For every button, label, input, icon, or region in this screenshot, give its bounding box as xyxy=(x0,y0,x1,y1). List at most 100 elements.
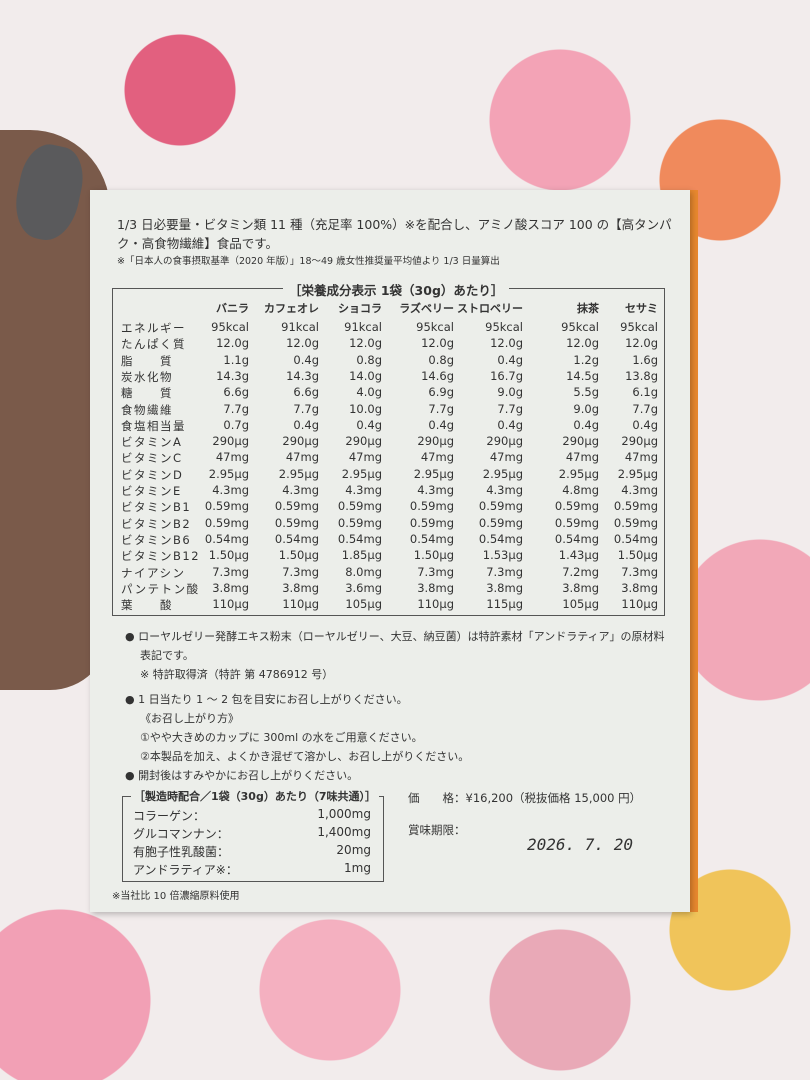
nutrient-value: 0.54mg xyxy=(613,531,658,546)
note-line: ● 1 日当たり 1 〜 2 包を目安にお召し上がりください。 xyxy=(125,693,408,706)
nutrient-value: 1.50μg xyxy=(617,548,658,563)
formulation-title: ［製造時配合／1袋（30g）あたり（7味共通）］ xyxy=(131,788,379,804)
nutrient-value: 0.4g xyxy=(293,352,319,367)
note-line: 表記です。 xyxy=(140,649,194,662)
nutrient-value: 9.0g xyxy=(573,401,599,416)
expiry-date: 2026. 7. 20 xyxy=(527,835,633,854)
nutrient-value: 4.3mg xyxy=(486,483,523,497)
nutrient-value: 2.95μg xyxy=(208,466,249,481)
nutrient-label: ビタミンA xyxy=(121,435,183,450)
nutrient-value: 0.59mg xyxy=(478,499,523,514)
nutrient-value: 13.8g xyxy=(625,368,658,383)
formulation-label: コラーゲン： xyxy=(133,809,206,823)
nutrition-row: ビタミンA 290μg 290μg 290μg 290μg 290μg 290μg 290μg xyxy=(113,434,664,451)
nutrient-value: 4.0g xyxy=(356,385,382,400)
note-line: ①やや大きめのカップに 300ml の水をご用意ください。 xyxy=(140,731,423,744)
nutrient-label: 糖 質 xyxy=(121,386,173,401)
nutrient-value: 14.3g xyxy=(216,368,249,383)
nutrient-value: 1.2g xyxy=(573,352,599,367)
nutrient-value: 47mg xyxy=(285,450,319,465)
nutrient-value: 0.54mg xyxy=(478,531,523,546)
nutrient-label: ビタミンC xyxy=(121,451,183,466)
nutrient-value: 12.0g xyxy=(421,336,454,351)
formulation-label: アンドラティア※： xyxy=(133,863,238,877)
nutrient-value: 110μg xyxy=(417,597,454,612)
nutrition-row: ビタミンB1 0.59mg 0.59mg 0.59mg 0.59mg 0.59mg 0.59… xyxy=(113,499,664,516)
nutrient-value: 7.2mg xyxy=(562,564,599,579)
nutrient-value: 0.59mg xyxy=(337,515,382,530)
nutrient-value: 14.6g xyxy=(421,368,454,383)
nutrient-value: 1.43μg xyxy=(558,548,599,563)
nutrition-row: 炭水化物 14.3g 14.3g 14.0g 14.6g 16.7g 14.5g 13.8g xyxy=(113,369,664,386)
nutrient-value: 95kcal xyxy=(485,320,523,334)
nutrient-value: 290μg xyxy=(282,434,319,449)
flavor-header: 抹茶 xyxy=(577,302,599,315)
nutrient-value: 0.59mg xyxy=(204,499,249,514)
flavor-header: カフェオレ xyxy=(264,302,319,315)
nutrient-value: 0.59mg xyxy=(613,515,658,530)
nutrient-label: 食塩相当量 xyxy=(121,418,186,433)
nutrient-value: 14.3g xyxy=(286,368,319,383)
nutrient-value: 12.0g xyxy=(566,336,599,351)
nutrient-value: 91kcal xyxy=(281,320,319,334)
nutrient-value: 95kcal xyxy=(561,320,599,334)
nutrient-label: 葉 酸 xyxy=(121,598,173,613)
nutrient-value: 2.95μg xyxy=(617,466,658,481)
note-line: 《お召し上がり方》 xyxy=(140,712,239,725)
nutrient-value: 91kcal xyxy=(344,320,382,334)
nutrient-value: 2.95μg xyxy=(413,466,454,481)
flavor-header: ストロベリー xyxy=(457,302,523,315)
nutrient-value: 7.7g xyxy=(428,401,454,416)
nutrient-value: 6.9g xyxy=(428,385,454,400)
formulation-value: 1,400mg xyxy=(317,825,371,839)
nutrient-value: 7.3mg xyxy=(417,564,454,579)
nutrient-value: 6.6g xyxy=(293,385,319,400)
nutrient-value: 0.4g xyxy=(428,417,454,432)
nutrient-value: 0.59mg xyxy=(554,499,599,514)
formulation-footnote: ※当社比 10 倍濃縮原料使用 xyxy=(112,891,240,902)
nutrient-value: 12.0g xyxy=(349,336,382,351)
nutrient-value: 105μg xyxy=(562,597,599,612)
nutrient-value: 1.53μg xyxy=(482,548,523,563)
nutrient-value: 3.8mg xyxy=(621,580,658,595)
nutrient-value: 110μg xyxy=(282,597,319,612)
nutrient-value: 47mg xyxy=(348,450,382,465)
nutrient-value: 110μg xyxy=(212,597,249,612)
flavor-header: セサミ xyxy=(625,302,658,315)
nutrient-value: 7.7g xyxy=(293,401,319,416)
nutrient-value: 7.3mg xyxy=(282,564,319,579)
nutrient-value: 7.3mg xyxy=(486,564,523,579)
nutrition-row: たんぱく質 12.0g 12.0g 12.0g 12.0g 12.0g 12.0g 12.0g xyxy=(113,336,664,353)
nutrient-label: ビタミンB6 xyxy=(121,532,192,547)
nutrient-value: 3.8mg xyxy=(562,580,599,595)
formulation-row: コラーゲン： 1,000mg xyxy=(133,807,371,825)
nutrient-value: 4.3mg xyxy=(212,483,249,497)
formulation-box: ［製造時配合／1袋（30g）あたり（7味共通）］ コラーゲン： 1,000mg グ… xyxy=(122,788,384,882)
nutrition-row: 食塩相当量 0.7g 0.4g 0.4g 0.4g 0.4g 0.4g 0.4g xyxy=(113,418,664,435)
nutrient-value: 0.4g xyxy=(293,417,319,432)
nutrient-label: エネルギー xyxy=(121,321,186,335)
nutrient-label: ビタミンB12 xyxy=(121,549,201,564)
nutrient-value: 8.0mg xyxy=(345,564,382,579)
nutrient-value: 95kcal xyxy=(620,320,658,334)
nutrition-row: 糖 質 6.6g 6.6g 4.0g 6.9g 9.0g 5.5g 6.1g xyxy=(113,385,664,402)
nutrient-value: 3.8mg xyxy=(212,580,249,595)
nutrient-value: 0.59mg xyxy=(409,499,454,514)
nutrient-value: 2.95μg xyxy=(341,466,382,481)
nutrient-value: 290μg xyxy=(486,434,523,449)
product-box-panel: 1/3 日必要量・ビタミン類 11 種（充足率 100%）※を配合し、アミノ酸ス… xyxy=(90,190,690,912)
nutrition-row: ビタミンB12 1.50μg 1.50μg 1.85μg 1.50μg 1.53μg 1.4… xyxy=(113,548,664,565)
nutrition-row: ビタミンB6 0.54mg 0.54mg 0.54mg 0.54mg 0.54mg 0.54… xyxy=(113,532,664,549)
nutrition-row: 食物繊維 7.7g 7.7g 10.0g 7.7g 7.7g 9.0g 7.7g xyxy=(113,402,664,419)
nutrient-value: 1.50μg xyxy=(413,548,454,563)
nutrition-title: ［栄養成分表示 1袋（30g）あたり］ xyxy=(283,280,510,299)
note-line: ※ 特許取得済（特許 第 4786912 号） xyxy=(140,668,334,681)
nutrient-value: 12.0g xyxy=(490,336,523,351)
nutrient-value: 12.0g xyxy=(286,336,319,351)
nutrient-value: 47mg xyxy=(624,450,658,465)
formulation-row: グルコマンナン： 1,400mg xyxy=(133,825,371,843)
nutrient-value: 14.5g xyxy=(566,368,599,383)
nutrition-row: ナイアシン 7.3mg 7.3mg 8.0mg 7.3mg 7.3mg 7.2mg 7.3mg xyxy=(113,565,664,582)
nutrient-value: 14.0g xyxy=(349,368,382,383)
flavor-header: ラズベリー xyxy=(399,302,454,315)
